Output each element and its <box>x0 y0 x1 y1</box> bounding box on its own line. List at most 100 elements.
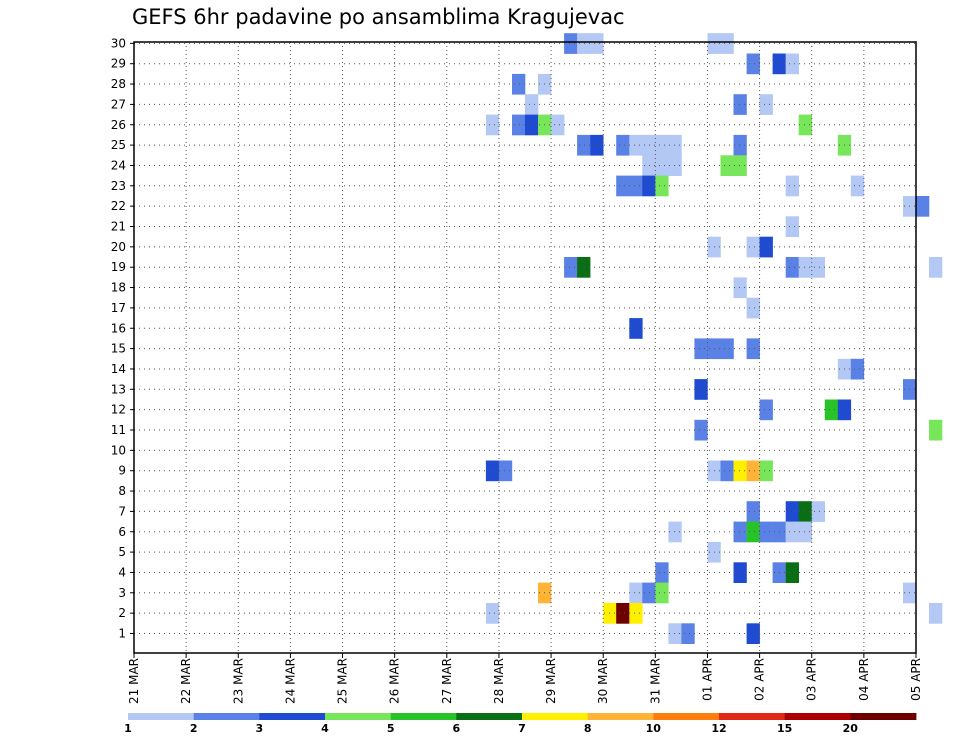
heatmap-cell <box>785 53 799 75</box>
heatmap-cell <box>733 277 747 299</box>
legend-swatch <box>587 713 654 720</box>
heatmap-cell <box>785 216 799 237</box>
heatmap-cell <box>668 623 682 644</box>
heatmap-cell <box>655 175 669 197</box>
legend-label: 20 <box>843 722 859 735</box>
x-tick-label: 02 APR <box>753 658 767 701</box>
x-axis-ticks: 21 MAR 22 MAR 23 MAR 24 MAR 25 MAR 26 MAR 27 M… <box>127 653 923 704</box>
heatmap-cell <box>824 399 839 421</box>
heatmap-cell <box>485 114 500 136</box>
heatmap-cell <box>798 114 812 136</box>
heatmap-cell <box>720 460 734 482</box>
y-tick-label: 26 <box>111 118 126 132</box>
heatmap-cell <box>720 155 734 176</box>
heatmap-cell <box>785 175 799 197</box>
heatmap-cell <box>642 134 656 156</box>
heatmap-cell <box>785 562 799 583</box>
x-tick-label: 28 MAR <box>492 658 506 704</box>
y-tick-label: 29 <box>111 57 126 71</box>
heatmap-cell <box>642 582 656 604</box>
chart-title: GEFS 6hr padavine po ansamblima Kragujev… <box>132 5 625 29</box>
gridlines <box>134 42 916 653</box>
x-tick-label: 03 APR <box>805 658 819 701</box>
heatmap-cell <box>785 501 799 522</box>
y-tick-label: 23 <box>111 179 126 193</box>
y-tick-label: 24 <box>111 158 126 172</box>
x-tick-label: 24 MAR <box>283 658 297 704</box>
y-tick-label: 9 <box>118 464 126 478</box>
y-tick-label: 27 <box>111 97 126 111</box>
legend-label: 15 <box>777 722 792 735</box>
x-tick-label: 27 MAR <box>440 658 454 704</box>
x-tick-label: 04 APR <box>857 658 871 701</box>
heatmap-cell <box>746 501 760 522</box>
heatmap-cell <box>929 419 943 441</box>
y-tick-label: 10 <box>111 443 126 457</box>
heatmap-cell <box>616 134 630 156</box>
heatmap-cell <box>733 562 747 583</box>
heatmap-cell <box>577 33 591 54</box>
y-tick-label: 25 <box>111 138 126 152</box>
heatmap-cell <box>616 603 630 624</box>
heatmap-cell <box>798 257 812 278</box>
y-tick-label: 19 <box>111 260 126 274</box>
heatmap-cell <box>785 257 799 278</box>
legend-label: 8 <box>584 722 592 735</box>
y-tick-label: 1 <box>118 627 126 641</box>
heatmap-cells <box>485 33 943 644</box>
legend-label: 7 <box>518 722 526 735</box>
heatmap-cell <box>929 603 943 624</box>
heatmap-cell <box>694 338 708 360</box>
y-tick-label: 8 <box>118 484 126 498</box>
heatmap-cell <box>811 501 825 522</box>
heatmap-cell <box>655 155 669 176</box>
legend-label: 2 <box>190 722 198 735</box>
x-tick-label: 21 MAR <box>127 658 141 704</box>
x-tick-label: 25 MAR <box>336 658 350 704</box>
y-tick-label: 22 <box>111 199 126 213</box>
heatmap-cell <box>759 460 773 482</box>
heatmap-cell <box>629 318 643 339</box>
heatmap-cell <box>759 521 773 543</box>
heatmap-cell <box>512 73 526 95</box>
y-tick-label: 7 <box>118 504 126 518</box>
y-tick-label: 20 <box>111 240 126 254</box>
legend-swatch <box>850 713 917 720</box>
heatmap-cell <box>525 94 539 115</box>
legend-label: 4 <box>321 722 329 735</box>
y-tick-label: 17 <box>111 301 126 315</box>
heatmap-cell <box>733 94 747 115</box>
heatmap-cell <box>668 521 682 543</box>
legend-swatch <box>128 713 195 720</box>
x-tick-label: 30 MAR <box>596 658 610 704</box>
y-tick-label: 15 <box>111 342 126 356</box>
heatmap-cell <box>694 419 708 441</box>
x-tick-label: 05 APR <box>909 658 923 701</box>
heatmap-cell <box>655 134 669 156</box>
legend-swatch <box>456 713 523 720</box>
y-tick-label: 12 <box>111 403 126 417</box>
heatmap-cell <box>512 114 526 136</box>
heatmap-cell <box>850 175 865 197</box>
legend-swatch <box>390 713 457 720</box>
color-legend: 1 2 3 4 5 6 7 8 10 12 15 20 <box>124 713 917 735</box>
heatmap-cell <box>577 134 591 156</box>
heatmap-cell <box>746 521 760 543</box>
y-tick-label: 2 <box>118 606 126 620</box>
y-tick-label: 6 <box>118 525 126 539</box>
heatmap-cell <box>929 257 943 278</box>
legend-label: 12 <box>711 722 726 735</box>
heatmap-cell <box>642 155 656 176</box>
heatmap-cell <box>811 257 825 278</box>
heatmap-cell <box>720 338 734 360</box>
x-tick-label: 01 APR <box>701 658 715 701</box>
heatmap-cell <box>642 175 656 197</box>
y-tick-label: 30 <box>111 36 126 50</box>
y-axis-ticks: 1234567891011121314151617181920212223242… <box>111 36 134 641</box>
heatmap-cell <box>564 257 578 278</box>
legend-label: 5 <box>387 722 395 735</box>
heatmap-cell <box>525 114 539 136</box>
heatmap-cell <box>564 33 578 54</box>
heatmap-cell <box>746 338 760 360</box>
heatmap-cell <box>733 521 747 543</box>
